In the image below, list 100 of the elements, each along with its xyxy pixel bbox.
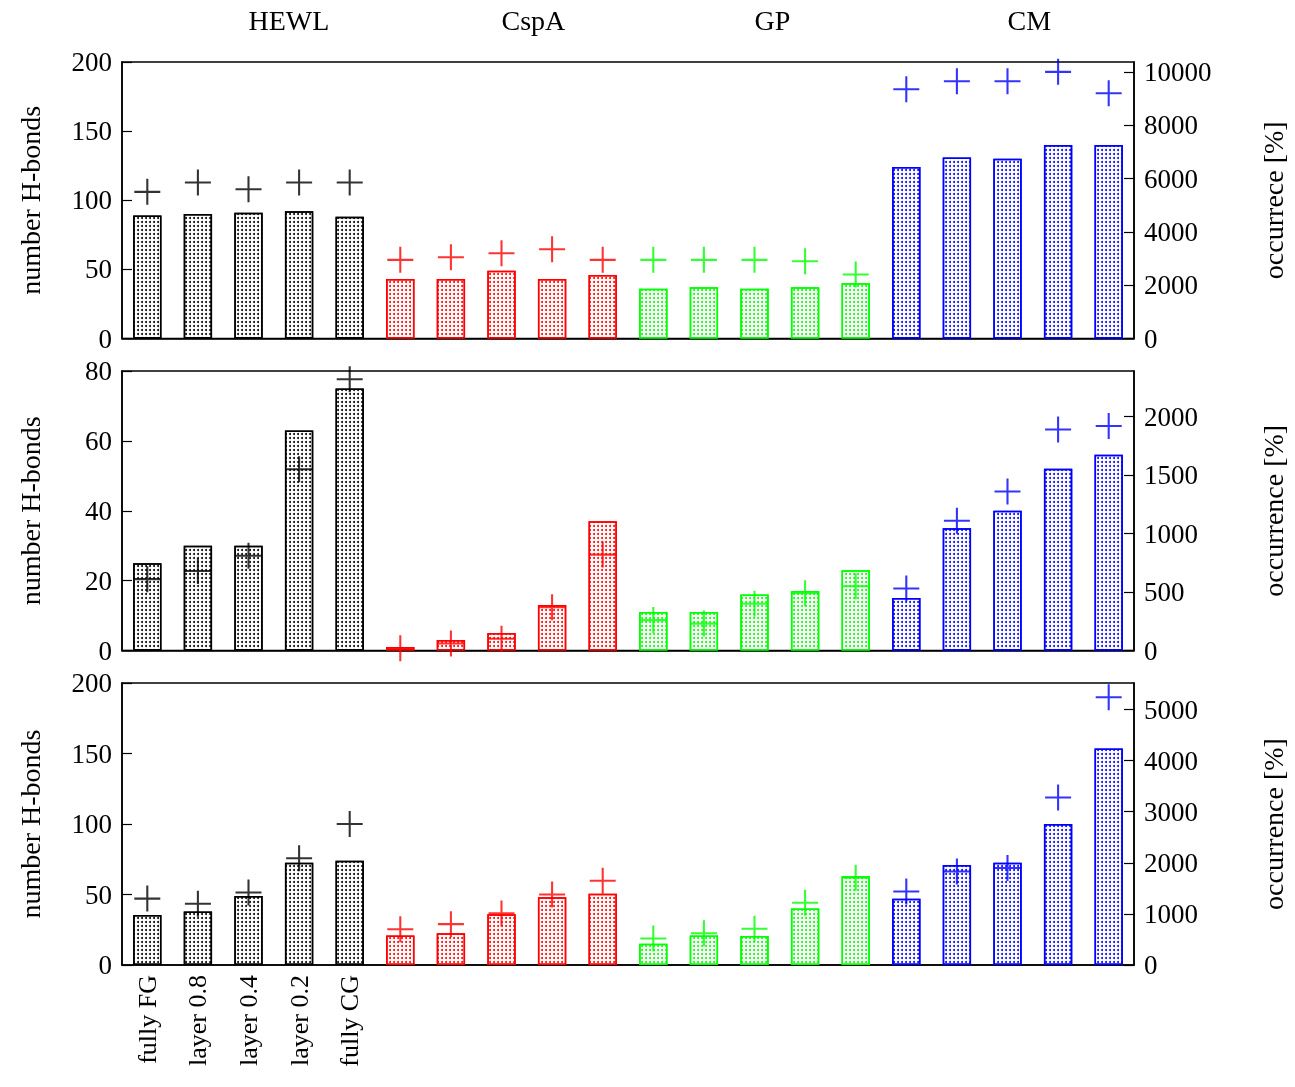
point bbox=[387, 635, 414, 662]
point bbox=[1045, 784, 1072, 811]
point bbox=[893, 575, 920, 602]
point bbox=[1045, 416, 1072, 443]
point bbox=[943, 507, 970, 534]
point bbox=[741, 915, 768, 942]
point bbox=[387, 916, 414, 943]
point bbox=[792, 248, 819, 275]
y2-tick-label: 500 bbox=[1144, 577, 1185, 608]
y-tick-label: 40 bbox=[85, 495, 112, 526]
y-tick-label: 20 bbox=[85, 565, 112, 596]
y-axis-title: number H-bonds bbox=[14, 729, 46, 919]
y2-tick-label: 5000 bbox=[1144, 694, 1198, 725]
y2-axis-title: occurrece [%] bbox=[1257, 121, 1289, 280]
point bbox=[488, 240, 515, 267]
point bbox=[792, 580, 819, 607]
point bbox=[336, 366, 363, 393]
y-tick-label: 0 bbox=[98, 635, 112, 666]
y2-tick-label: 0 bbox=[1144, 323, 1158, 354]
y-tick-label: 100 bbox=[71, 809, 112, 839]
point bbox=[286, 845, 313, 872]
y-axis-title: number H-bonds bbox=[14, 105, 46, 295]
point bbox=[488, 625, 515, 652]
x-tick-label: layer 0.2 bbox=[284, 975, 314, 1066]
point bbox=[184, 169, 211, 196]
y2-tick-label: 8000 bbox=[1144, 110, 1198, 141]
text: CspA bbox=[501, 4, 567, 36]
y2-tick-label: 1000 bbox=[1144, 518, 1198, 549]
y2-axis-title: occurrence [%] bbox=[1257, 738, 1289, 910]
y2-tick-label: 3000 bbox=[1144, 796, 1198, 827]
y2-tick-label: 10000 bbox=[1144, 56, 1212, 87]
point bbox=[893, 76, 920, 103]
point bbox=[994, 68, 1021, 95]
point bbox=[336, 811, 363, 837]
point bbox=[1095, 684, 1122, 711]
y-tick-label: 80 bbox=[85, 356, 112, 386]
point bbox=[994, 478, 1021, 505]
y-tick-label: 100 bbox=[71, 185, 112, 216]
point bbox=[741, 246, 768, 273]
y2-tick-label: 4000 bbox=[1144, 216, 1198, 247]
point bbox=[336, 169, 363, 196]
y-tick-label: 60 bbox=[85, 425, 112, 456]
point bbox=[792, 889, 819, 916]
y-tick-label: 200 bbox=[71, 668, 112, 698]
x-tick-label: fully FG bbox=[132, 975, 162, 1064]
y2-tick-label: 4000 bbox=[1144, 745, 1198, 776]
point bbox=[235, 879, 262, 906]
y-tick-label: 50 bbox=[85, 254, 112, 285]
point bbox=[589, 246, 616, 273]
point bbox=[488, 900, 515, 927]
point bbox=[184, 890, 211, 917]
point bbox=[235, 542, 262, 569]
y2-axis-title: occurrence [%] bbox=[1257, 424, 1289, 597]
point bbox=[994, 854, 1021, 881]
y2-tick-label: 0 bbox=[1144, 635, 1158, 666]
point bbox=[589, 541, 616, 568]
y-tick-label: 150 bbox=[71, 116, 112, 147]
point bbox=[690, 246, 717, 273]
point bbox=[539, 881, 566, 908]
point bbox=[943, 858, 970, 885]
point bbox=[437, 630, 464, 657]
point bbox=[640, 925, 667, 952]
x-tick-label: layer 0.8 bbox=[183, 975, 213, 1066]
point bbox=[539, 236, 566, 263]
y-tick-label: 50 bbox=[85, 879, 112, 910]
point bbox=[842, 573, 869, 600]
point bbox=[1095, 80, 1122, 107]
point bbox=[437, 244, 464, 271]
point bbox=[184, 557, 211, 584]
point bbox=[286, 169, 313, 196]
point bbox=[1095, 412, 1122, 439]
point bbox=[134, 885, 161, 912]
point bbox=[943, 68, 970, 95]
point bbox=[893, 878, 920, 905]
y2-tick-label: 2000 bbox=[1144, 847, 1198, 878]
point bbox=[842, 864, 869, 891]
point bbox=[1045, 58, 1072, 85]
y2-tick-label: 6000 bbox=[1144, 163, 1198, 194]
y-axis-title: number H-bonds bbox=[14, 416, 46, 606]
point bbox=[842, 261, 869, 288]
point bbox=[134, 178, 161, 205]
y-tick-label: 0 bbox=[98, 323, 112, 354]
text: GP bbox=[754, 4, 791, 36]
y2-tick-label: 2000 bbox=[1144, 270, 1198, 301]
point bbox=[437, 911, 464, 938]
text: CM bbox=[1007, 4, 1052, 36]
y-tick-label: 200 bbox=[71, 47, 112, 77]
x-tick-label: fully CG bbox=[335, 975, 365, 1067]
point bbox=[589, 867, 616, 894]
y2-tick-label: 0 bbox=[1144, 950, 1158, 980]
point bbox=[134, 566, 161, 593]
point bbox=[387, 246, 414, 273]
y2-tick-label: 2000 bbox=[1144, 401, 1198, 432]
y-tick-label: 150 bbox=[71, 738, 112, 769]
point bbox=[539, 594, 566, 621]
y2-tick-label: 1000 bbox=[1144, 898, 1198, 929]
point bbox=[235, 176, 262, 203]
point bbox=[640, 246, 667, 273]
text: HEWL bbox=[248, 4, 330, 36]
point bbox=[286, 456, 313, 483]
